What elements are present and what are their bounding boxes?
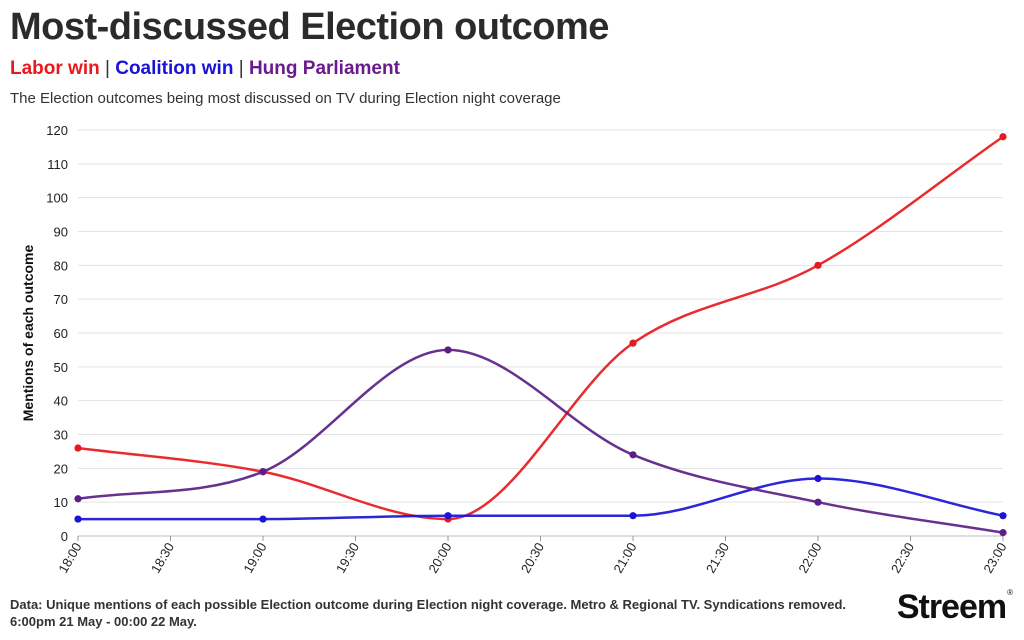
data-point — [814, 498, 822, 506]
data-point — [629, 339, 637, 347]
x-tick-label: 21:00 — [610, 540, 639, 576]
y-axis-title: Mentions of each outcome — [20, 245, 36, 422]
y-tick-label: 60 — [54, 326, 68, 341]
series-line-0 — [77, 135, 1004, 521]
data-point — [814, 474, 822, 483]
logo-text: Streem — [896, 588, 1007, 626]
x-tick-label: 21:30 — [703, 540, 732, 576]
x-tick-label: 22:30 — [888, 540, 917, 576]
series-line-2 — [77, 348, 1004, 534]
series-points — [74, 133, 1007, 537]
y-tick-label: 10 — [54, 495, 68, 510]
gridlines — [78, 129, 1003, 537]
footer-note: Data: Unique mentions of each possible E… — [10, 597, 846, 629]
series-line-1 — [78, 477, 1004, 521]
registered-mark: ® — [1007, 588, 1013, 597]
legend-separator: | — [238, 58, 244, 79]
x-tick-label: 23:00 — [980, 540, 1009, 576]
legend-item-labor: Labor win — [10, 58, 100, 79]
legend-item-hung: Hung Parliament — [248, 58, 400, 79]
data-point — [999, 512, 1007, 520]
y-tick-label: 50 — [54, 360, 68, 375]
data-point — [999, 133, 1007, 141]
x-tick-label: 19:00 — [240, 540, 269, 576]
y-tick-label: 90 — [54, 225, 68, 240]
data-point — [814, 261, 822, 269]
y-tick-label: 80 — [54, 258, 68, 273]
y-tick-label: 100 — [46, 191, 68, 206]
data-point — [74, 495, 82, 503]
x-tick-label: 19:30 — [333, 540, 362, 576]
data-point — [444, 346, 452, 354]
series-lines — [77, 135, 1004, 534]
chart-subtitle: The Election outcomes being most discuss… — [10, 90, 561, 107]
y-tick-label: 40 — [54, 394, 68, 409]
y-axis-ticks: 0 10 20 30 40 50 60 70 80 90 100 110 120 — [46, 123, 68, 544]
legend-item-coalition: Coalition win — [115, 58, 234, 79]
chart-title: Most-discussed Election outcome — [10, 6, 609, 48]
data-point — [444, 512, 452, 520]
legend: Labor win | Coalition win | Hung Parliam… — [10, 58, 400, 80]
streem-logo: Streem® — [896, 588, 1013, 627]
y-tick-label: 20 — [54, 461, 68, 476]
data-point — [259, 515, 267, 523]
x-axis-ticks: 18:00 18:30 19:00 19:30 20:00 20:30 21:00 21:30… — [55, 536, 1010, 576]
y-tick-label: 70 — [54, 292, 68, 307]
x-tick-label: 20:30 — [518, 540, 547, 576]
y-tick-label: 30 — [54, 428, 68, 443]
y-tick-label: 120 — [46, 123, 68, 138]
data-point — [259, 468, 267, 476]
data-point — [629, 451, 637, 459]
y-tick-label: 0 — [61, 529, 68, 544]
data-point — [74, 515, 82, 523]
y-tick-label: 110 — [47, 157, 68, 172]
x-tick-label: 18:00 — [55, 540, 84, 576]
data-point — [629, 512, 637, 520]
data-point — [999, 529, 1007, 537]
x-tick-label: 20:00 — [425, 540, 454, 576]
x-tick-label: 22:00 — [795, 540, 824, 576]
legend-separator: | — [105, 58, 110, 79]
x-tick-label: 18:30 — [148, 540, 177, 576]
data-point — [74, 444, 82, 452]
